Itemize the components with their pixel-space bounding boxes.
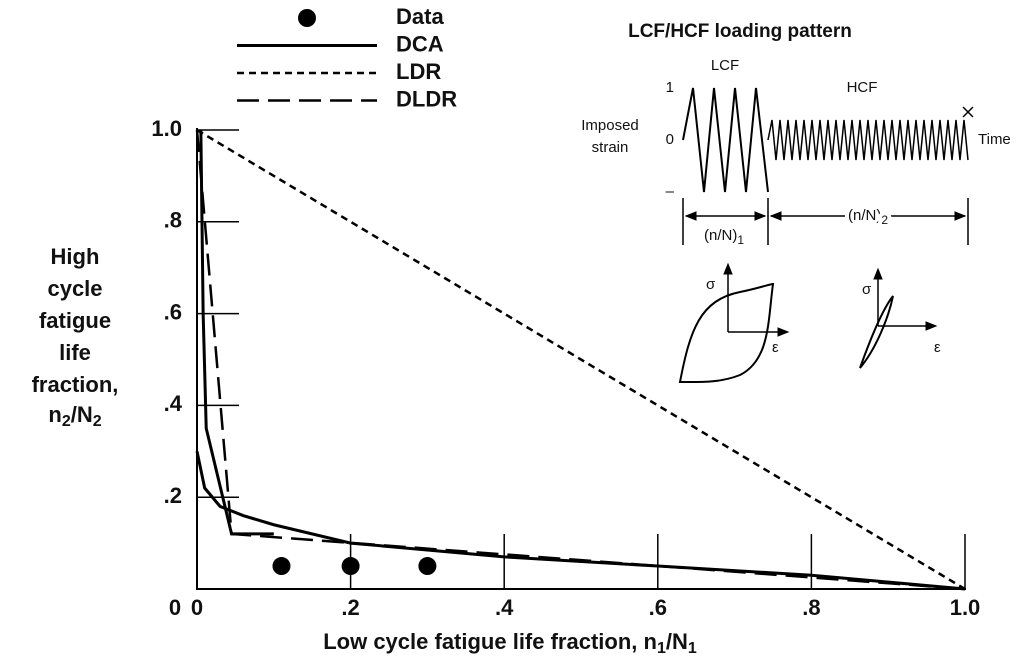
hcf-wave: [767, 119, 969, 161]
x-tick-label: 0: [191, 595, 203, 620]
inset-tick: 1: [666, 79, 674, 96]
hcf-axes: [877, 275, 930, 327]
t: n: [48, 402, 61, 427]
x-tick-label: .2: [341, 595, 359, 620]
lcf-axes: [727, 270, 782, 333]
t: Low cycle fatigue life fraction, n: [323, 629, 657, 654]
t: /N: [666, 629, 688, 654]
y-tick-label: .2: [164, 483, 182, 508]
x-tick-label: .8: [802, 595, 820, 620]
y-label-line: fatigue: [39, 308, 111, 333]
series-line: [195, 129, 966, 591]
y-tick-label: .4: [164, 391, 183, 416]
data-point: [341, 557, 360, 576]
lcf-loop: [678, 282, 775, 384]
t: (n/N): [848, 207, 881, 224]
y-tick-label: .8: [164, 208, 182, 233]
arrowheads: [684, 211, 967, 221]
inset-x-label: Time: [978, 131, 1011, 148]
stress-label: σ: [706, 276, 716, 293]
x-tick-label: 1.0: [950, 595, 981, 620]
inset-tick: –: [666, 183, 675, 200]
legend-label: Data: [396, 4, 444, 29]
legend-label: DLDR: [396, 86, 457, 111]
y-tick-label: .6: [164, 299, 182, 324]
inset-tick: 0: [666, 131, 674, 148]
lcf-wave: [682, 87, 769, 193]
series-line: [196, 128, 966, 591]
t: 1: [688, 640, 697, 657]
arrowheads: [873, 267, 938, 331]
span-label: (n/N)2: [848, 207, 888, 227]
stress-label: σ: [862, 281, 872, 298]
strain-label: ε: [772, 339, 779, 356]
inset: [678, 87, 974, 384]
strain-label: ε: [934, 339, 941, 356]
inset-y-label: Imposed: [581, 117, 639, 134]
x-axis-label: Low cycle fatigue life fraction, n1/N1: [323, 629, 697, 657]
data-point: [418, 557, 437, 576]
inset-label: HCF: [847, 79, 878, 96]
inset-label: LCF: [711, 57, 739, 74]
t: 2: [93, 413, 102, 430]
y-label-line: cycle: [47, 276, 102, 301]
t: 2: [62, 413, 71, 430]
t: /N: [71, 402, 93, 427]
t: 2: [881, 213, 888, 227]
x-tick-label: .6: [649, 595, 667, 620]
t: 1: [737, 233, 744, 247]
data-point: [272, 557, 291, 576]
t: 1: [657, 640, 666, 657]
arrowheads: [723, 262, 790, 337]
y-axis-label: High cycle fatigue life fraction, n2/N2: [32, 244, 119, 430]
end-mark: [962, 106, 974, 118]
inset-title: LCF/HCF loading pattern: [628, 21, 852, 42]
y-tick-label: 0: [169, 595, 181, 620]
span-label: (n/N)1: [704, 227, 744, 247]
legend-label: LDR: [396, 59, 441, 84]
t: (n/N): [704, 227, 737, 244]
spans: [682, 198, 969, 245]
y-tick-label: 1.0: [151, 116, 182, 141]
inset-y-label: strain: [592, 139, 629, 156]
y-label-line: fraction,: [32, 372, 119, 397]
legend-label: DCA: [396, 31, 444, 56]
hcf-loop: [859, 295, 894, 369]
legend-symbol: [298, 9, 316, 27]
y-label-line: High: [51, 244, 100, 269]
y-label-line: n2/N2: [48, 402, 101, 430]
y-label-line: life: [59, 340, 91, 365]
x-tick-label: .4: [495, 595, 514, 620]
